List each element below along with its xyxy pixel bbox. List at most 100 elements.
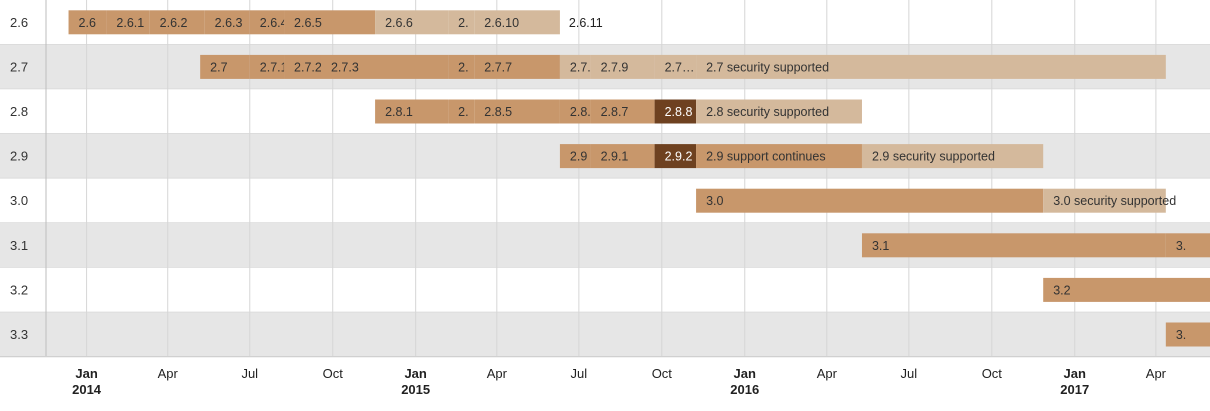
version-label: 2.: [458, 105, 468, 119]
row-2-9-bars: 2.9 2.9.1 2.9.2 2.9 support continues 2.9 se…: [559, 144, 1044, 169]
version-label: 2.: [458, 16, 468, 30]
x-tick-year-label: 2014: [72, 382, 102, 397]
row-3-3-bars: 3.: [1165, 322, 1210, 347]
version-label: 2.6.1: [116, 16, 144, 30]
x-tick-label: Apr: [158, 366, 179, 381]
row-label: 2.8: [10, 104, 28, 119]
version-label: 2.: [458, 60, 468, 74]
row-label: 3.3: [10, 327, 28, 342]
version-bar: [861, 233, 1166, 258]
x-tick-label: Jan: [75, 366, 97, 381]
version-label: 2.9.1: [601, 150, 629, 164]
version-bar: [249, 10, 285, 35]
version-label: 3.0: [706, 194, 723, 208]
version-label: 2.6.11: [569, 16, 603, 30]
version-label: 2.7.2: [294, 60, 322, 74]
x-tick-label: Apr: [487, 366, 508, 381]
version-label: 2.7…: [665, 60, 695, 74]
version-bar: [284, 10, 376, 35]
row-backgrounds: [0, 0, 1210, 358]
version-label: 2.8.5: [484, 105, 512, 119]
version-bar: [590, 99, 655, 124]
version-bar: [861, 144, 1044, 169]
version-bar: [559, 99, 591, 124]
version-label: 2.8.8: [665, 105, 693, 119]
row-label: 2.7: [10, 59, 28, 74]
x-tick-label: Apr: [1146, 366, 1167, 381]
version-bar: [284, 54, 321, 79]
version-label: 2.6.5: [294, 16, 322, 30]
version-bar: [654, 99, 697, 124]
row-background: [0, 312, 1210, 357]
version-label: 2.7.7: [484, 60, 512, 74]
version-bar: [1165, 233, 1210, 258]
version-label: 2.6.3: [215, 16, 243, 30]
x-tick-label: Jul: [241, 366, 258, 381]
version-bar: [149, 10, 205, 35]
bars-layer: 2.6 2.6.1 2.6.2 2.6.3 2.6.4 2.6.5 2.6.6 2. 2.6.1…: [68, 10, 1210, 347]
version-bar: [1043, 188, 1166, 213]
version-label: 2.9: [570, 150, 587, 164]
version-bar: [590, 54, 655, 79]
row-2-8-bars: 2.82.8.12.2.8.52.8.62.8.72.8.82.8 securi…: [375, 99, 862, 124]
version-label: 2.8 security supported: [706, 105, 829, 119]
row-label: 3.1: [10, 238, 28, 253]
x-tick-label: Jul: [571, 366, 588, 381]
x-tick-year-label: 2016: [730, 382, 759, 397]
row-background: [0, 267, 1210, 313]
version-label: 2.7.9: [601, 60, 629, 74]
row-3-0-bars: 3.0 3.0 security supported: [696, 188, 1176, 213]
x-tick-label: Jan: [1064, 366, 1086, 381]
version-bar: [474, 99, 560, 124]
version-bar: [320, 54, 449, 79]
x-tick-label: Jan: [404, 366, 426, 381]
version-label: 2.6: [79, 16, 96, 30]
x-tick-label: Apr: [817, 366, 838, 381]
version-bar: [448, 99, 475, 124]
version-label: 2.6.10: [484, 16, 519, 30]
version-bar: [448, 10, 475, 35]
version-bar: [654, 144, 697, 169]
version-label: 2.7.1: [260, 60, 288, 74]
row-3-2-bars: 3.2: [1043, 277, 1210, 302]
version-label: 2.8.7: [601, 105, 629, 119]
row-2-6-bars: 2.6 2.6.1 2.6.2 2.6.3 2.6.4 2.6.5 2.6.6 2. 2.6.1…: [68, 10, 603, 35]
x-tick-year-label: 2017: [1060, 382, 1089, 397]
version-label: 2.6.4: [260, 16, 288, 30]
version-bar: [654, 54, 697, 79]
version-bar: [1165, 322, 1210, 347]
version-bar: [448, 54, 475, 79]
x-tick-label: Jan: [734, 366, 756, 381]
version-bar: [559, 144, 591, 169]
version-bar: [106, 10, 150, 35]
version-label: 2.6.6: [385, 16, 413, 30]
version-label: 2.7.3: [331, 60, 359, 74]
version-label: 2.7: [210, 60, 227, 74]
row-2-7-bars: 2.7 2.7.1 2.7.2 2.7.3 2. 2.7.7 2.7.8 2.7.9 2.7… 2…: [200, 54, 1166, 79]
version-bar: [375, 10, 449, 35]
row-labels: 2.6 2.7 2.8 2.9 3.0 3.1 3.2 3.3: [10, 15, 28, 342]
x-tick-label: Oct: [652, 366, 673, 381]
version-label: 2.7 security supported: [706, 60, 829, 74]
version-label: 3.: [1176, 328, 1186, 342]
version-bar: [696, 144, 862, 169]
x-tick-year-label: 2015: [401, 382, 430, 397]
version-bar: [249, 54, 285, 79]
version-bar: [696, 99, 862, 124]
x-tick-label: Jul: [901, 366, 918, 381]
version-label: 3.0 security supported: [1053, 194, 1176, 208]
row-label: 2.9: [10, 149, 28, 164]
x-tick-label: Oct: [323, 366, 344, 381]
version-bar: [375, 99, 449, 124]
x-tick-label: Oct: [982, 366, 1003, 381]
version-bar: [559, 54, 591, 79]
version-bar: [1043, 277, 1210, 302]
version-label: 2.9 support continues: [706, 150, 826, 164]
version-label: 3.1: [872, 239, 889, 253]
row-3-1-bars: 3.1 3.: [861, 233, 1210, 258]
version-bar: [696, 188, 1044, 213]
row-label: 2.6: [10, 15, 28, 30]
version-label: 2.6.2: [160, 16, 188, 30]
